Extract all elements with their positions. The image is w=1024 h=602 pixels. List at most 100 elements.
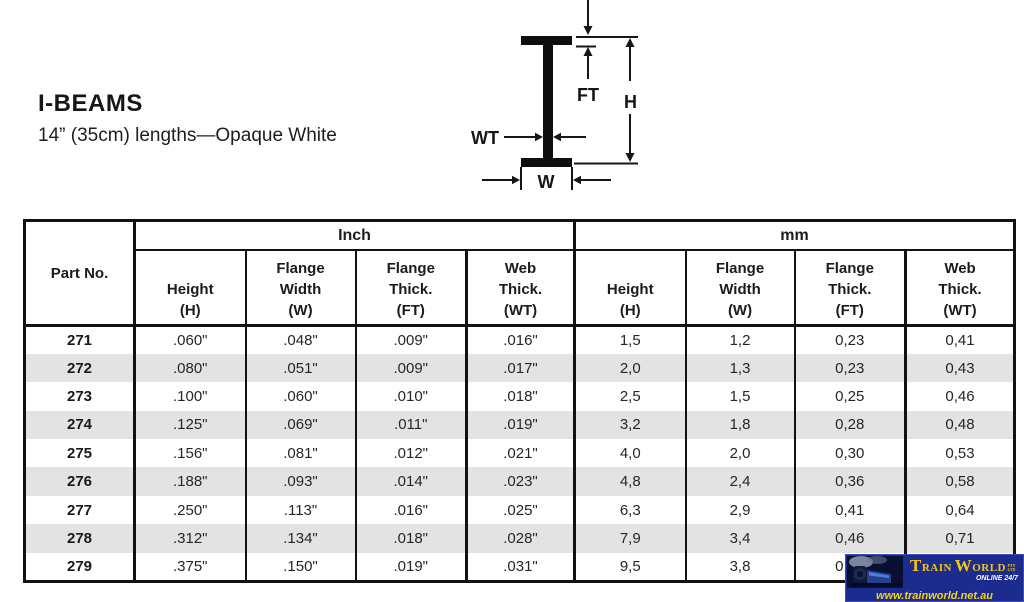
cell-mm-flange-thick: 0,41 <box>793 495 906 525</box>
smoke-puff-icon <box>849 556 873 568</box>
wt-label: WT <box>471 128 499 148</box>
logo-tagline: ONLINE 24/7 <box>975 575 1018 582</box>
spec-table: Part No. Inch mm Height (H) Flange Width (W… <box>23 219 1017 583</box>
cell-mm-flange-width: 1,3 <box>684 353 795 383</box>
cell-part-no: 279 <box>23 552 135 582</box>
cell-inch-flange-width: .048" <box>244 325 356 354</box>
col-header-mm-height: Height (H) <box>573 250 686 327</box>
height-dimension <box>574 36 638 165</box>
cell-mm-height: 7,9 <box>573 524 686 553</box>
cell-mm-flange-width: 2,9 <box>684 495 795 525</box>
cell-inch-height: .375" <box>133 552 246 582</box>
cell-mm-flange-thick: 0,23 <box>793 325 906 354</box>
cell-part-no: 278 <box>23 524 135 553</box>
train-photo <box>847 556 903 588</box>
cell-mm-flange-width: 2,4 <box>684 467 795 496</box>
cell-part-no: 276 <box>23 467 135 496</box>
col-header-inch-height: Height (H) <box>133 250 246 327</box>
flange-top-arrow <box>583 0 593 35</box>
cell-mm-flange-width: 2,0 <box>684 439 795 468</box>
cell-mm-flange-thick: 0,30 <box>793 439 906 468</box>
cell-inch-flange-thick: .012" <box>354 439 467 468</box>
cell-inch-flange-thick: .009" <box>354 325 467 354</box>
col-header-mm-web-thick: Web Thick. (WT) <box>904 250 1015 327</box>
table-row: 275 .156" .081" .012" .021" 4,0 2,0 0,30… <box>23 439 1015 468</box>
table-row: 273 .100" .060" .010" .018" 2,5 1,5 0,25… <box>23 382 1015 411</box>
cell-inch-flange-width: .051" <box>244 353 356 383</box>
cell-mm-flange-width: 3,4 <box>684 524 795 553</box>
cell-mm-flange-thick: 0,25 <box>793 382 906 411</box>
cell-mm-web-thick: 0,64 <box>904 495 1015 525</box>
flange-thickness-arrow <box>576 45 596 79</box>
cell-mm-flange-width: 1,8 <box>684 410 795 440</box>
cell-inch-flange-width: .134" <box>244 524 356 553</box>
cell-mm-height: 4,8 <box>573 467 686 496</box>
ibeam-diagram: FT H WT W <box>471 0 638 192</box>
cell-mm-web-thick: 0,41 <box>904 325 1015 354</box>
cell-mm-flange-width: 1,5 <box>684 382 795 411</box>
cell-part-no: 274 <box>23 410 135 440</box>
col-group-mm: mm <box>573 220 1015 251</box>
table-row: 274 .125" .069" .011" .019" 3,2 1,8 0,28… <box>23 410 1015 440</box>
cell-inch-flange-thick: .018" <box>354 524 467 553</box>
cell-inch-height: .312" <box>133 524 246 553</box>
cell-inch-flange-thick: .014" <box>354 467 467 496</box>
cell-mm-web-thick: 0,46 <box>904 382 1015 411</box>
h-label: H <box>624 92 637 112</box>
table-row: 276 .188" .093" .014" .023" 4,8 2,4 0,36… <box>23 467 1015 496</box>
cell-mm-flange-thick: 0,23 <box>793 353 906 383</box>
cell-inch-flange-thick: .010" <box>354 382 467 411</box>
web-thickness-arrows <box>504 132 586 142</box>
cell-inch-height: .125" <box>133 410 246 440</box>
page-title: I-BEAMS <box>38 90 143 117</box>
cell-inch-height: .080" <box>133 353 246 383</box>
cell-inch-web-thick: .019" <box>464 410 575 440</box>
cell-inch-flange-width: .150" <box>244 552 356 582</box>
cell-mm-flange-width: 3,8 <box>684 552 795 582</box>
cell-mm-flange-width: 1,2 <box>684 325 795 354</box>
logo-brand: Train World PTY LTD <box>910 556 1016 575</box>
cell-mm-height: 2,5 <box>573 382 686 411</box>
cell-inch-flange-thick: .016" <box>354 495 467 525</box>
cell-part-no: 272 <box>23 353 135 383</box>
col-header-inch-web-thick: Web Thick. (WT) <box>464 250 575 327</box>
cell-inch-web-thick: .016" <box>464 325 575 354</box>
cell-inch-flange-thick: .011" <box>354 410 467 440</box>
w-label: W <box>538 172 555 192</box>
cell-inch-flange-width: .093" <box>244 467 356 496</box>
cell-inch-flange-width: .069" <box>244 410 356 440</box>
cell-inch-height: .250" <box>133 495 246 525</box>
table-row: 277 .250" .113" .016" .025" 6,3 2,9 0,41… <box>23 495 1015 525</box>
cell-inch-web-thick: .025" <box>464 495 575 525</box>
cell-mm-height: 4,0 <box>573 439 686 468</box>
ft-label: FT <box>577 85 599 105</box>
table-row: 278 .312" .134" .018" .028" 7,9 3,4 0,46… <box>23 524 1015 553</box>
col-group-inch: Inch <box>132 220 575 251</box>
cell-inch-web-thick: .031" <box>464 552 575 582</box>
cell-inch-height: .188" <box>133 467 246 496</box>
cell-mm-web-thick: 0,58 <box>904 467 1015 496</box>
cell-inch-web-thick: .023" <box>464 467 575 496</box>
cell-mm-height: 2,0 <box>573 353 686 383</box>
page-subtitle: 14” (35cm) lengths—Opaque White <box>38 125 337 146</box>
col-header-inch-flange-thick: Flange Thick. (FT) <box>354 250 467 327</box>
col-header-mm-flange-width: Flange Width (W) <box>684 250 795 327</box>
width-dimension <box>482 167 611 190</box>
table-group-header-row: Part No. Inch mm <box>23 220 1015 327</box>
cell-part-no: 275 <box>23 439 135 468</box>
trainworld-logo: Train World PTY LTD ONLINE 24/7 www.train… <box>845 554 1024 602</box>
cell-mm-flange-thick: 0,28 <box>793 410 906 440</box>
track-icon <box>851 583 901 586</box>
cell-part-no: 271 <box>23 325 135 354</box>
cell-inch-flange-width: .060" <box>244 382 356 411</box>
cell-inch-web-thick: .028" <box>464 524 575 553</box>
cell-mm-height: 9,5 <box>573 552 686 582</box>
col-header-part-no: Part No. <box>23 220 136 327</box>
cell-inch-flange-thick: .009" <box>354 353 467 383</box>
cell-mm-web-thick: 0,53 <box>904 439 1015 468</box>
logo-url: www.trainworld.net.au <box>876 590 993 602</box>
cell-inch-height: .100" <box>133 382 246 411</box>
table-row: 271 .060" .048" .009" .016" 1,5 1,2 0,23… <box>23 325 1015 354</box>
cell-inch-height: .156" <box>133 439 246 468</box>
cell-inch-web-thick: .017" <box>464 353 575 383</box>
